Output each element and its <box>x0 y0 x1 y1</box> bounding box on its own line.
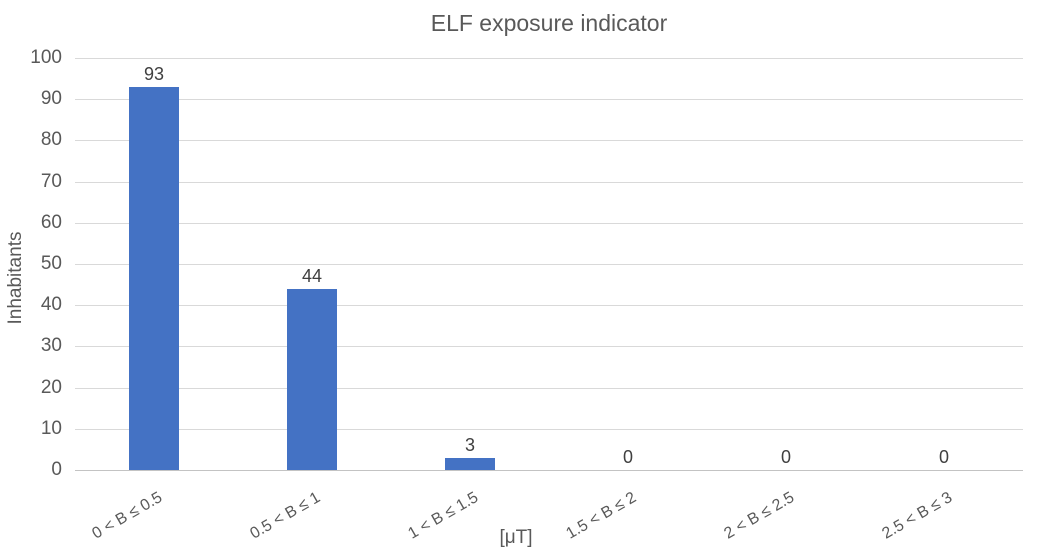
bar-value-label: 0 <box>938 447 949 467</box>
x-axis-category-label: 2.5 < B ≤ 3 <box>879 489 956 543</box>
x-axis-category-label: 0.5 < B ≤ 1 <box>247 489 324 543</box>
y-axis-tick-label: 10 <box>40 417 62 439</box>
bar-value-label: 0 <box>622 447 633 467</box>
gridline <box>75 222 1023 224</box>
bar-value-label: 3 <box>464 434 475 455</box>
bar <box>445 457 495 470</box>
y-axis-tick-label: 40 <box>40 294 62 316</box>
x-axis-category-label: 1.5 < B ≤ 2 <box>563 489 640 543</box>
x-axis-title: [μT] <box>499 527 533 548</box>
y-axis-tick-label: 0 <box>51 459 62 480</box>
gridline <box>75 58 1023 59</box>
gridline <box>75 99 1023 101</box>
bar-value-label: 0 <box>780 447 791 467</box>
y-axis-tick-label: 20 <box>40 376 62 398</box>
y-axis-tick-label: 90 <box>40 88 62 110</box>
bar <box>129 86 179 470</box>
plot-area: 93 44 3 0 0 0 <box>75 58 1023 471</box>
x-axis-category-label: 1 < B ≤ 1.5 <box>405 489 482 543</box>
bar-value-label: 44 <box>301 265 323 286</box>
gridline <box>75 305 1023 307</box>
y-axis-tick-label: 70 <box>40 170 62 192</box>
x-axis-category-label: 2 < B ≤ 2.5 <box>721 489 798 543</box>
x-axis-category-label: 0 < B ≤ 0.5 <box>89 489 166 543</box>
gridline <box>75 346 1023 348</box>
y-axis-tick-label: 100 <box>30 47 62 68</box>
y-axis-tick-label: 30 <box>40 335 62 357</box>
chart-title: ELF exposure indicator <box>430 10 668 36</box>
gridline <box>75 140 1023 142</box>
gridline <box>75 181 1023 183</box>
y-axis-tick-label: 50 <box>40 253 62 274</box>
bar-value-label: 93 <box>143 63 165 84</box>
gridline <box>75 428 1023 430</box>
y-axis-tick-label: 80 <box>40 129 62 151</box>
y-axis-tick-label: 60 <box>40 211 62 233</box>
gridline <box>75 387 1023 389</box>
bar <box>287 288 337 470</box>
gridline <box>75 264 1023 265</box>
